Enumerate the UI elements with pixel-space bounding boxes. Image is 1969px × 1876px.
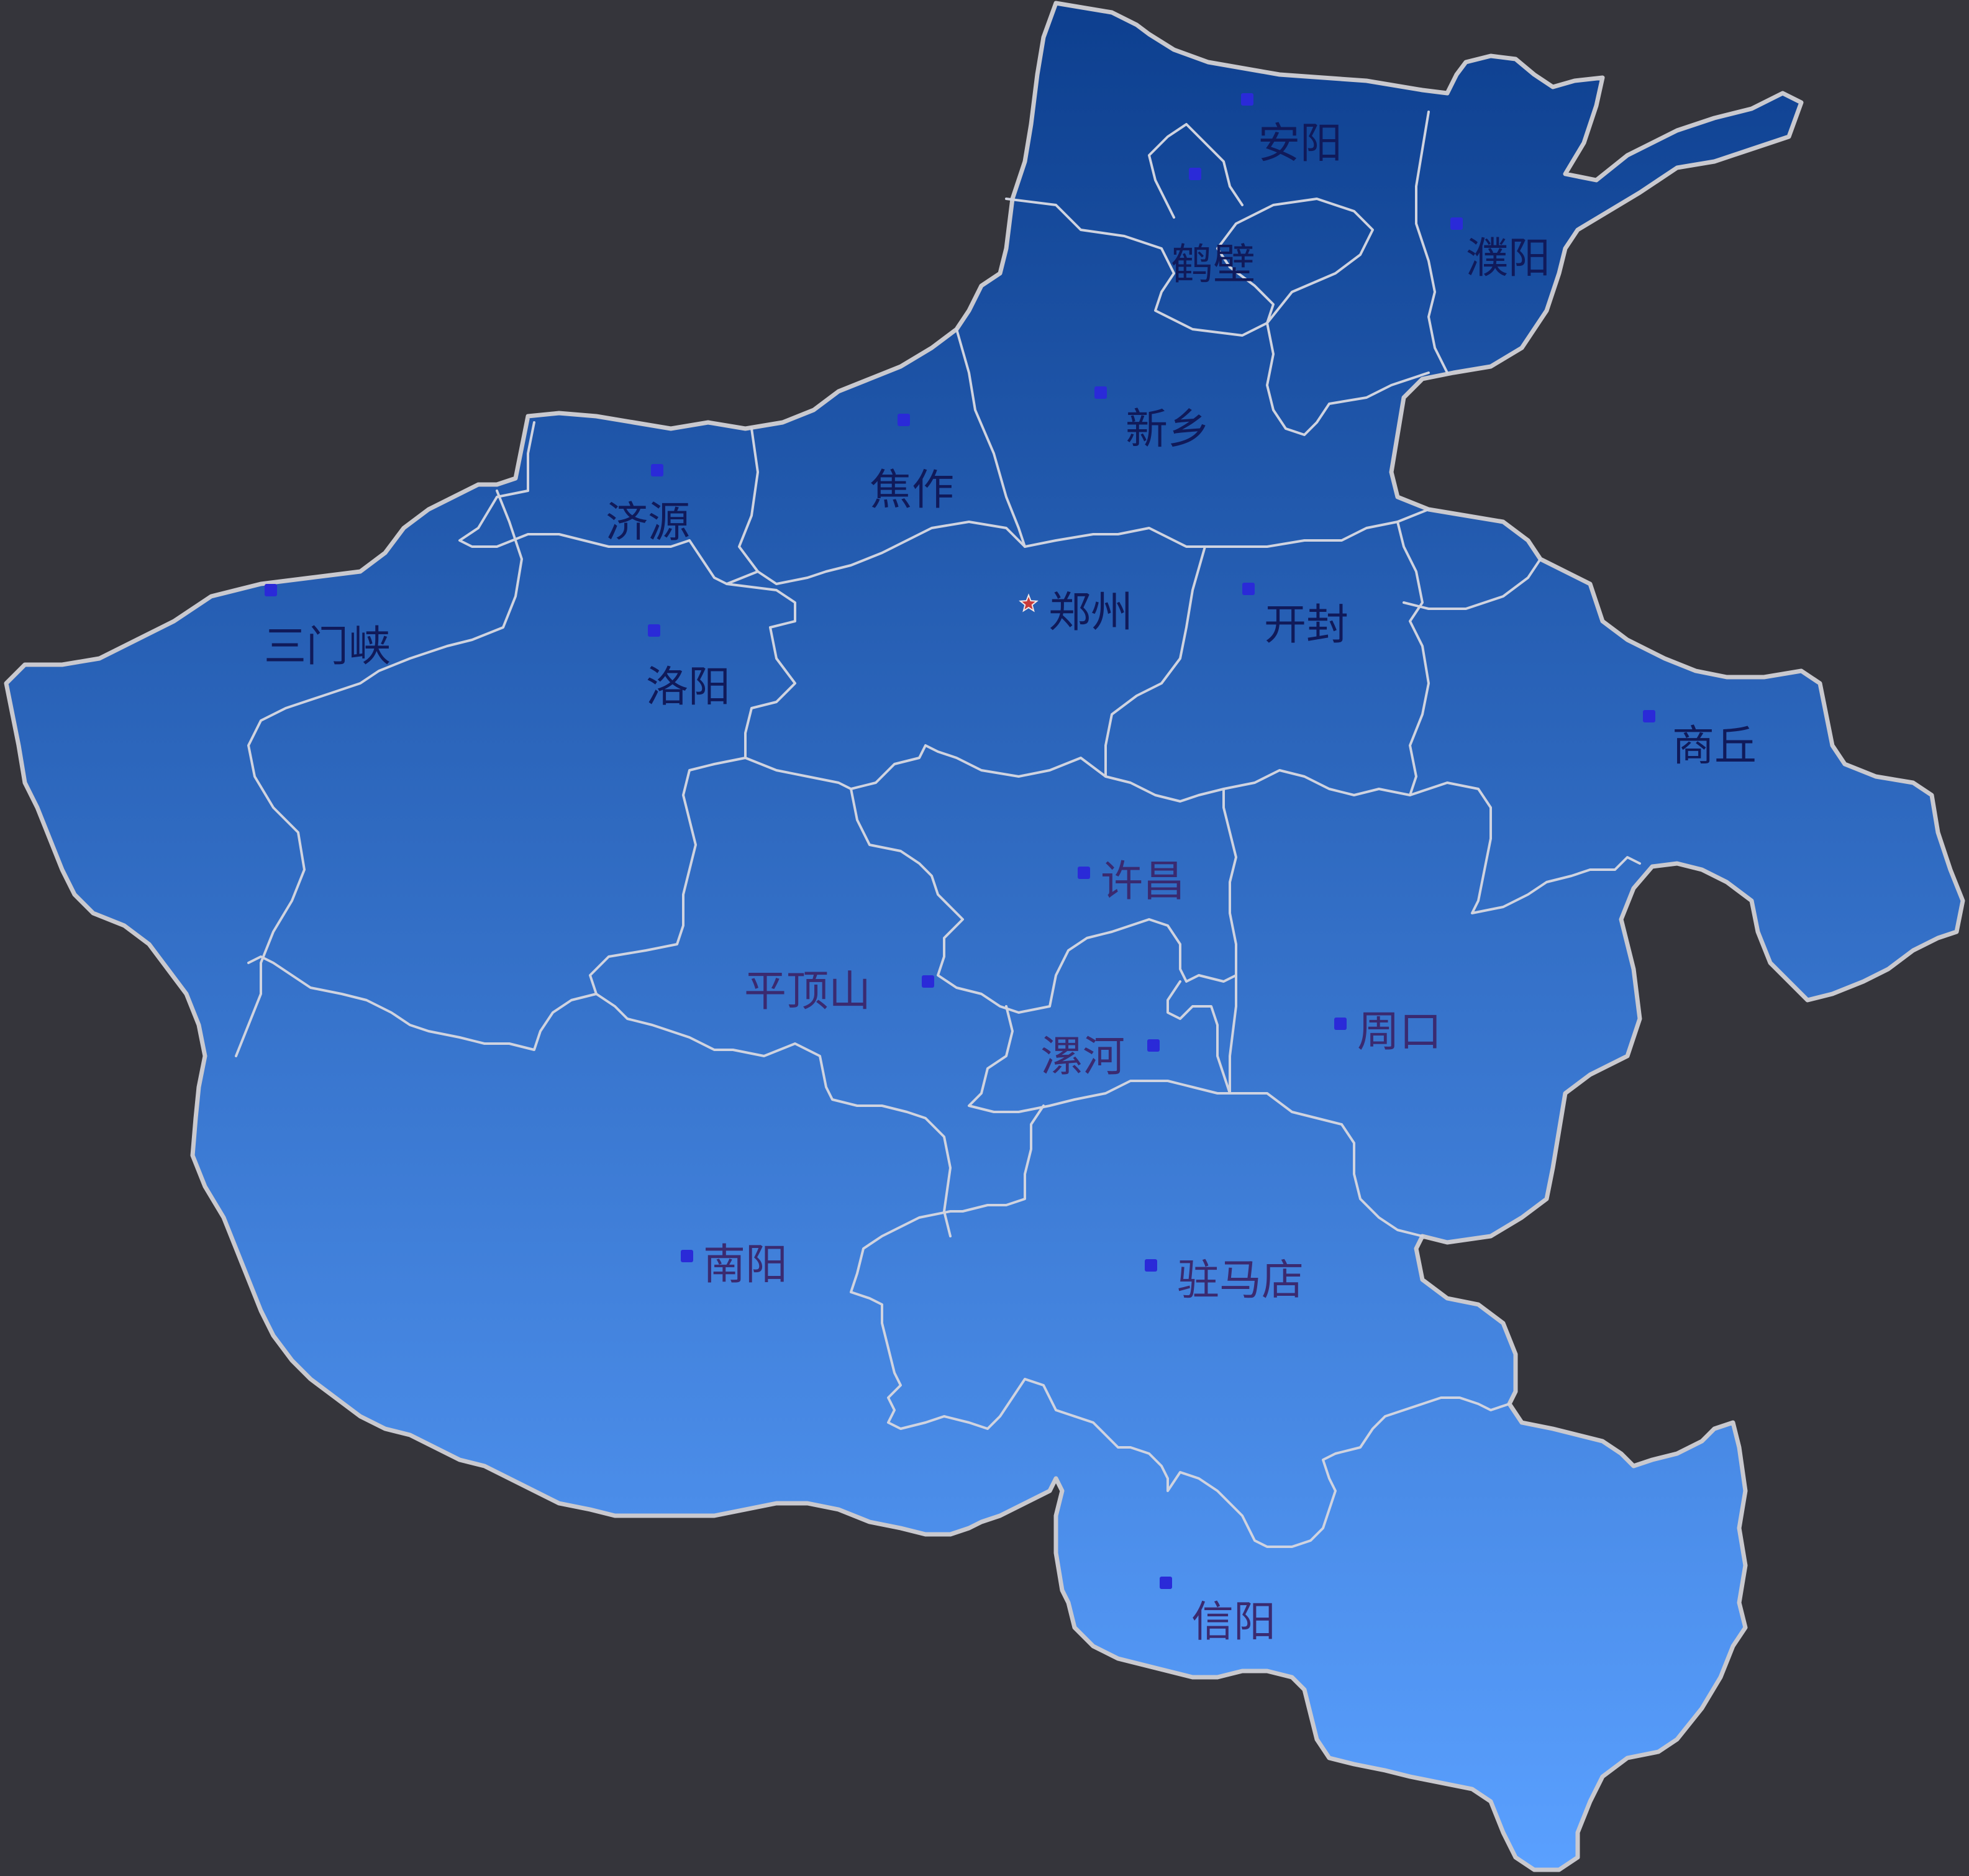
- city-label-xuchang: 许昌: [1101, 857, 1185, 906]
- city-marker-jiaozuo: [898, 414, 910, 426]
- city-label-luohe: 漯河: [1040, 1032, 1125, 1081]
- city-label-zhumadian: 驻马店: [1177, 1256, 1304, 1305]
- city-marker-sanmenxia: [265, 584, 277, 596]
- city-marker-luoyang: [648, 624, 660, 637]
- city-label-kaifeng: 开封: [1264, 601, 1348, 650]
- city-label-pingdingshan: 平顶山: [744, 967, 871, 1016]
- city-marker-kaifeng: [1242, 583, 1255, 595]
- city-marker-puyang: [1450, 217, 1463, 230]
- city-label-hebi: 鹤壁: [1171, 240, 1255, 289]
- city-label-luoyang: 洛阳: [646, 663, 730, 712]
- capital-star-icon: [1019, 593, 1039, 612]
- city-marker-nanyang: [681, 1250, 693, 1262]
- city-label-zhengzhou: 郑州: [1048, 588, 1133, 637]
- city-marker-zhumadian: [1145, 1259, 1157, 1272]
- province-henan: [4, 1, 1965, 1872]
- city-marker-xinxiang: [1094, 386, 1107, 399]
- city-label-puyang: 濮阳: [1466, 234, 1550, 283]
- city-label-xinxiang: 新乡: [1125, 405, 1210, 454]
- city-markers: [265, 93, 1655, 1589]
- city-label-jiyuan: 济源: [606, 498, 690, 547]
- city-marker-zhoukou: [1334, 1018, 1347, 1030]
- city-marker-xinyang: [1160, 1577, 1172, 1589]
- city-marker-xuchang: [1078, 867, 1090, 879]
- city-label-zhoukou: 周口: [1357, 1008, 1442, 1057]
- city-label-anyang: 安阳: [1258, 119, 1342, 168]
- city-label-xinyang: 信阳: [1191, 1598, 1276, 1647]
- city-label-sanmenxia: 三门峡: [264, 622, 391, 672]
- city-marker-pingdingshan: [922, 975, 934, 988]
- city-marker-luohe: [1147, 1039, 1160, 1052]
- city-marker-jiyuan: [651, 464, 663, 476]
- city-marker-hebi: [1189, 168, 1201, 180]
- city-marker-anyang: [1241, 93, 1253, 106]
- city-label-nanyang: 南阳: [703, 1241, 788, 1290]
- city-marker-shangqiu: [1643, 710, 1655, 722]
- city-label-jiaozuo: 焦作: [870, 466, 954, 515]
- region-borders: [235, 111, 1641, 1548]
- city-label-shangqiu: 商丘: [1672, 722, 1757, 771]
